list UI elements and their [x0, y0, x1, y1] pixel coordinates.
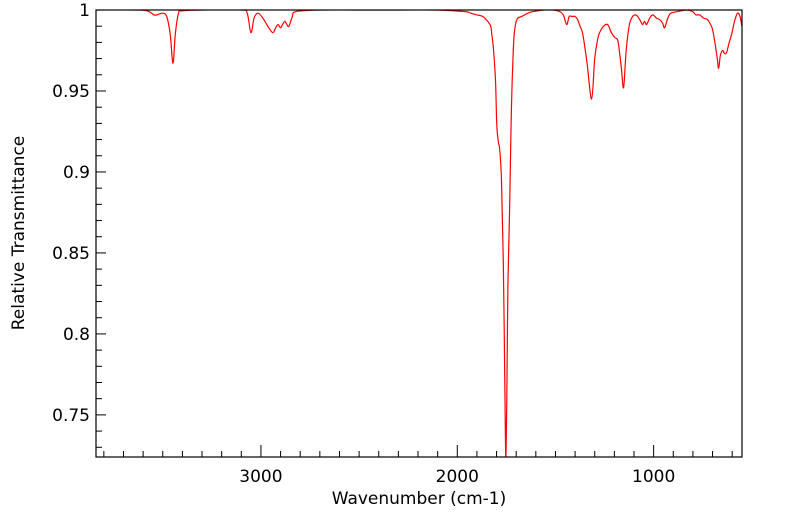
x-tick-label: 2000	[436, 467, 479, 487]
spectrum-line	[96, 10, 742, 457]
y-tick-label: 0.8	[63, 325, 90, 345]
axis-ticks	[96, 9, 733, 457]
plot-frame	[95, 9, 743, 458]
y-axis-label: Relative Transmittance	[9, 136, 29, 331]
x-tick-label: 1000	[632, 467, 675, 487]
y-tick-label: 1	[79, 1, 90, 21]
x-tick-label: 3000	[239, 467, 282, 487]
y-tick-labels: 0.75 0.8 0.85 0.9 0.95 1	[52, 1, 90, 426]
x-axis-label: Wavenumber (cm-1)	[332, 489, 507, 509]
y-tick-label: 0.9	[63, 163, 90, 183]
x-tick-labels: 3000 2000 1000	[239, 467, 675, 487]
y-tick-label: 0.95	[52, 82, 90, 102]
y-tick-label: 0.85	[52, 244, 90, 264]
y-tick-label: 0.75	[52, 406, 90, 426]
